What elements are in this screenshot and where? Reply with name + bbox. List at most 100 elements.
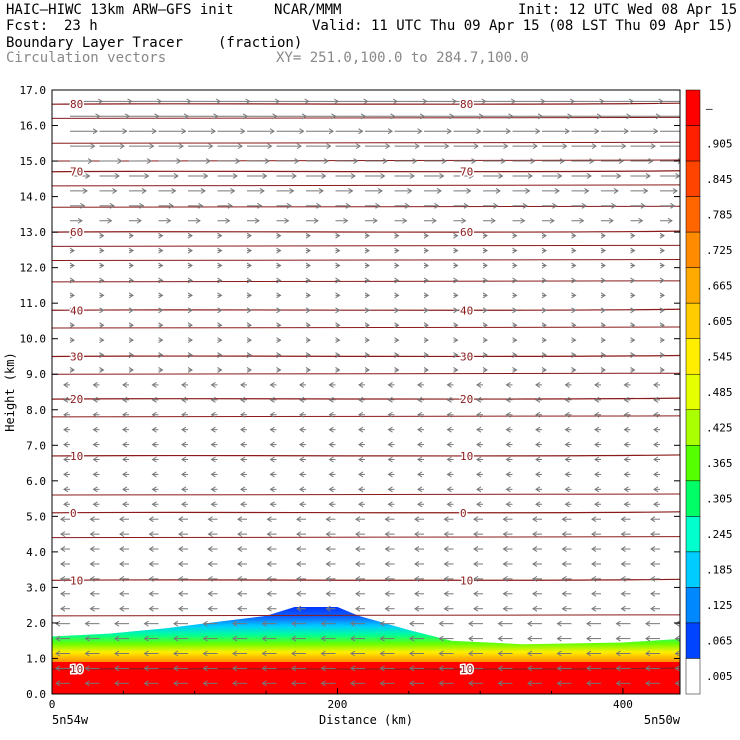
- vector-arrowhead: [335, 322, 341, 329]
- vector-arrowhead: [203, 173, 209, 179]
- vector-arrowhead: [151, 471, 157, 478]
- vector-arrowhead: [384, 575, 390, 582]
- vector-arrowhead: [594, 381, 600, 388]
- vector-arrowhead: [409, 650, 415, 657]
- vector-arrowhead: [225, 217, 231, 224]
- vector-arrowhead: [379, 620, 385, 627]
- vector-arrowhead: [235, 158, 241, 164]
- vector-arrowhead: [630, 292, 636, 299]
- vector-arrowhead: [92, 471, 98, 478]
- vector-arrowhead: [512, 292, 518, 299]
- vector-arrowhead: [69, 322, 75, 329]
- y-axis-label: Height (km): [3, 352, 17, 431]
- vector-arrowhead: [296, 516, 302, 523]
- vector-arrowhead: [630, 337, 636, 344]
- vector-arrowhead: [128, 307, 134, 314]
- overlay-name: Circulation vectors: [6, 50, 167, 66]
- vector-arrowhead: [630, 367, 636, 373]
- vector-arrowhead: [217, 247, 223, 254]
- vector-arrowhead: [387, 411, 393, 418]
- vector-arrowhead: [512, 367, 518, 373]
- vector-arrowhead: [55, 650, 61, 657]
- vector-arrowhead: [246, 262, 252, 269]
- vector-arrowhead: [502, 546, 508, 552]
- isotherm-label: 10: [460, 574, 473, 587]
- vector-arrowhead: [269, 411, 275, 418]
- vector-arrowhead: [195, 217, 201, 224]
- vector-arrowhead: [591, 516, 597, 523]
- vector-arrowhead: [471, 158, 477, 164]
- vector-arrowhead: [702, 188, 706, 193]
- vector-arrowhead: [653, 441, 659, 448]
- vector-arrowhead: [269, 471, 275, 478]
- vector-arrowhead: [623, 471, 629, 478]
- vector-arrowhead: [591, 143, 597, 150]
- vector-arrowhead: [402, 217, 408, 224]
- vector-arrowhead: [158, 322, 164, 329]
- vector-arrowhead: [414, 516, 420, 523]
- vector-arrowhead: [417, 471, 423, 478]
- vector-arrowhead: [650, 590, 656, 597]
- field-name: Boundary Layer Tracer: [6, 35, 184, 51]
- vector-arrowhead: [394, 262, 400, 269]
- vector-arrowhead: [571, 322, 577, 329]
- vector-arrowhead: [638, 217, 644, 224]
- vector-arrowhead: [453, 292, 459, 299]
- vector-arrowhead: [541, 262, 547, 269]
- vector-arrowhead: [237, 531, 243, 538]
- vector-arrowhead: [535, 471, 541, 478]
- vector-arrowhead: [328, 411, 334, 418]
- vector-arrowhead: [181, 441, 187, 448]
- vector-arrowhead: [158, 337, 164, 344]
- vector-arrowhead: [443, 546, 449, 552]
- vector-arrowhead: [267, 143, 273, 150]
- vector-arrowhead: [556, 620, 562, 627]
- vector-arrowhead: [99, 247, 105, 254]
- colorbar-swatch: [685, 373, 701, 411]
- y-tick-label: 16.0: [20, 120, 47, 133]
- vector-arrowhead: [446, 381, 452, 388]
- vector-arrowhead: [266, 516, 272, 523]
- vector-arrowhead: [409, 173, 415, 179]
- vector-arrowhead: [623, 396, 629, 403]
- vector-arrowhead: [535, 501, 541, 508]
- vector-arrowhead: [505, 501, 511, 508]
- vector-arrowhead: [490, 217, 496, 224]
- vector-arrowhead: [128, 277, 134, 284]
- vector-arrowhead: [84, 650, 90, 657]
- vector-arrowhead: [178, 531, 184, 538]
- vector-arrowhead: [181, 456, 187, 463]
- vector-arrowhead: [328, 471, 334, 478]
- vector-arrowhead: [674, 620, 680, 627]
- vector-arrowhead: [679, 563, 680, 565]
- vector-arrowhead: [670, 202, 676, 209]
- vector-arrowhead: [591, 575, 597, 582]
- vector-arrowhead: [453, 367, 459, 373]
- vector-arrowhead: [358, 128, 364, 135]
- vector-arrowhead: [90, 143, 96, 150]
- vector-arrowhead: [122, 396, 128, 403]
- vector-arrowhead: [586, 680, 592, 687]
- vector-arrowhead: [561, 516, 567, 523]
- vector-arrowhead: [141, 187, 147, 194]
- vector-arrowhead: [561, 531, 567, 538]
- vector-arrowhead: [600, 232, 606, 239]
- vector-arrowhead: [328, 501, 334, 508]
- vector-arrowhead: [431, 217, 437, 224]
- vector-arrowhead: [291, 635, 297, 642]
- colorbar-swatch: [685, 196, 701, 233]
- isotherm-line: [52, 372, 680, 375]
- vector-arrowhead: [446, 441, 452, 448]
- vector-arrowhead: [618, 158, 624, 164]
- vector-arrowhead: [269, 501, 275, 508]
- vector-arrowhead: [128, 367, 134, 373]
- vector-arrowhead: [144, 173, 150, 179]
- vector-arrowhead: [296, 605, 302, 612]
- vector-arrowhead: [92, 456, 98, 463]
- vector-arrowhead: [377, 187, 383, 194]
- colorbar-label: .905: [706, 137, 733, 150]
- vector-arrowhead: [85, 173, 91, 179]
- vector-arrowhead: [358, 471, 364, 478]
- vector-arrowhead: [92, 411, 98, 418]
- vector-arrowhead: [99, 292, 105, 299]
